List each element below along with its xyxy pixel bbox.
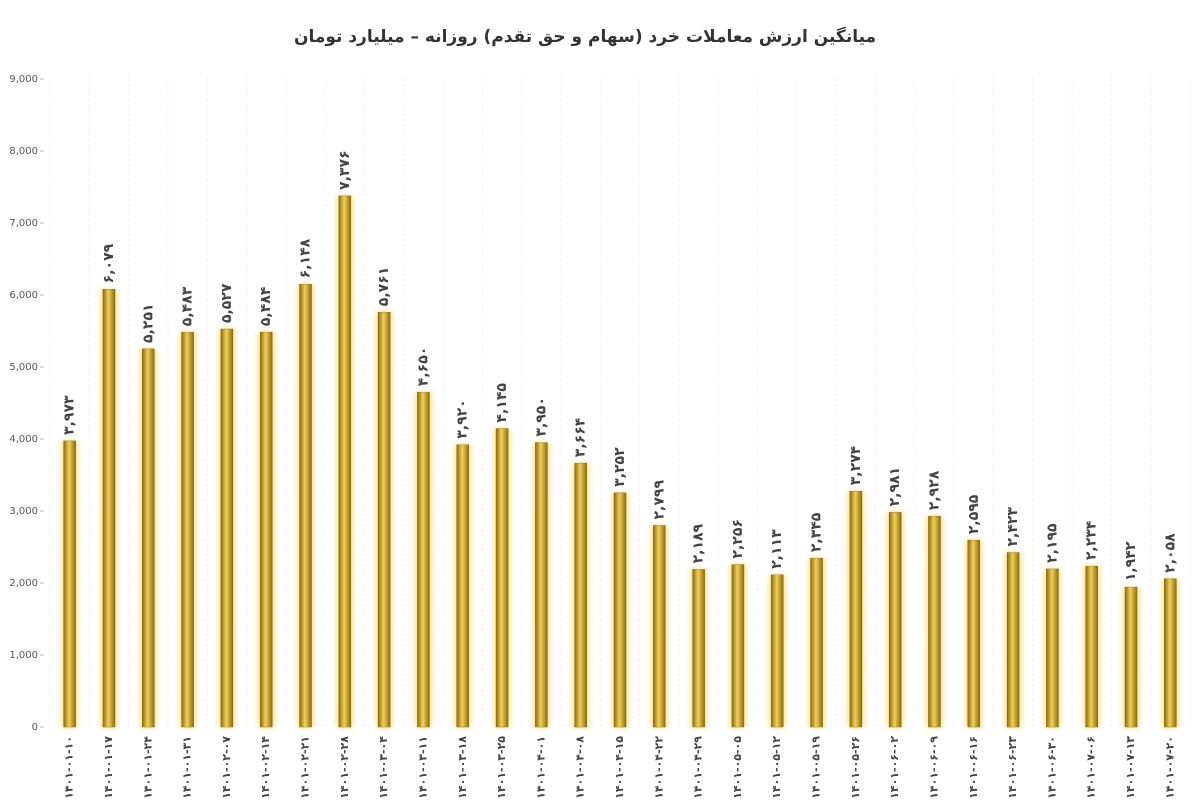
x-tick-label: ۱۴۰۱-۰۲-۰۷ bbox=[220, 736, 233, 799]
value-label: ۵,۴۸۳ bbox=[180, 286, 196, 326]
bar-shine bbox=[1007, 552, 1020, 727]
value-label: ۴,۱۴۵ bbox=[494, 383, 510, 423]
x-tick-label: ۱۴۰۱-۰۲-۱۴ bbox=[259, 736, 272, 799]
x-tick-label: ۱۴۰۱-۰۴-۲۹ bbox=[692, 736, 705, 799]
bar-shine bbox=[692, 569, 705, 727]
x-tick-label: ۱۴۰۱-۰۳-۲۵ bbox=[495, 736, 508, 799]
bar-shine bbox=[63, 440, 76, 727]
value-label: ۳,۲۷۴ bbox=[848, 445, 864, 485]
y-tick-label: 4,000 bbox=[9, 434, 38, 445]
y-tick-label: 3,000 bbox=[9, 506, 38, 517]
bar-shine bbox=[928, 516, 941, 727]
y-tick-label: 5,000 bbox=[9, 362, 38, 373]
bar-shine bbox=[771, 574, 784, 727]
value-label: ۶,۰۷۹ bbox=[101, 243, 117, 283]
y-tick-label: 1,000 bbox=[9, 650, 38, 661]
y-tick-label: 8,000 bbox=[9, 146, 38, 157]
bar-shine bbox=[1125, 587, 1138, 727]
x-tick-label: ۱۴۰۱-۰۵-۱۲ bbox=[770, 736, 783, 799]
x-tick-label: ۱۴۰۱-۰۴-۱۵ bbox=[613, 736, 626, 799]
bar-shine bbox=[574, 463, 587, 727]
x-tick-label: ۱۴۰۱-۰۴-۰۱ bbox=[534, 736, 547, 799]
x-tick-label: ۱۴۰۱-۰۴-۰۸ bbox=[574, 736, 587, 799]
bar-shine bbox=[1046, 568, 1059, 727]
x-tick-label: ۱۴۰۱-۰۱-۲۴ bbox=[141, 736, 154, 799]
x-tick-label: ۱۴۰۱-۰۷-۱۳ bbox=[1124, 736, 1137, 799]
value-label: ۲,۴۲۳ bbox=[1005, 507, 1021, 547]
x-tick-label: ۱۴۰۱-۰۱-۳۱ bbox=[181, 736, 194, 799]
value-label: ۲,۲۵۶ bbox=[730, 519, 746, 559]
x-tick-label: ۱۴۰۱-۰۶-۰۹ bbox=[927, 736, 940, 799]
x-tick-label: ۱۴۰۱-۰۷-۰۶ bbox=[1085, 736, 1098, 799]
bar-shine bbox=[967, 540, 980, 727]
value-label: ۲,۰۵۸ bbox=[1162, 533, 1178, 573]
bar-shine bbox=[614, 492, 626, 727]
value-label: ۲,۷۹۹ bbox=[651, 480, 667, 520]
value-label: ۶,۱۴۸ bbox=[298, 238, 314, 278]
bar-shine bbox=[849, 491, 862, 727]
bar-shine bbox=[338, 195, 351, 728]
value-label: ۲,۱۱۳ bbox=[769, 529, 785, 569]
bar-shine bbox=[102, 289, 115, 727]
bar-shine bbox=[260, 332, 273, 727]
value-label: ۳,۹۵۰ bbox=[533, 397, 549, 437]
value-label: ۳,۹۲۰ bbox=[455, 399, 471, 439]
x-tick-label: ۱۴۰۱-۰۱-۱۷ bbox=[102, 736, 115, 799]
x-tick-label: ۱۴۰۱-۰۶-۱۶ bbox=[967, 736, 980, 799]
x-tick-label: ۱۴۰۱-۰۶-۲۳ bbox=[1006, 736, 1019, 799]
x-tick-label: ۱۴۰۱-۰۵-۲۶ bbox=[849, 736, 862, 799]
value-label: ۲,۹۲۸ bbox=[926, 470, 942, 510]
bar-shine bbox=[299, 284, 312, 727]
value-label: ۲,۱۸۹ bbox=[691, 523, 707, 563]
bar-shine bbox=[181, 332, 194, 727]
bar-shine bbox=[889, 512, 902, 727]
bar-shine bbox=[496, 428, 509, 727]
value-label: ۵,۴۸۴ bbox=[258, 286, 274, 326]
x-tick-label: ۱۴۰۱-۰۵-۱۹ bbox=[810, 736, 823, 799]
bar-shine bbox=[456, 444, 469, 727]
x-tick-label: ۱۴۰۱-۰۶-۰۲ bbox=[888, 736, 901, 799]
bar-shine bbox=[378, 312, 391, 727]
chart-title: میانگین ارزش معاملات خرد (سهام و حق تقدم… bbox=[294, 26, 876, 47]
y-tick-label: 9,000 bbox=[9, 74, 38, 85]
value-label: ۵,۵۲۷ bbox=[219, 283, 235, 323]
x-tick-label: ۱۴۰۱-۰۳-۰۴ bbox=[377, 736, 390, 799]
value-label: ۲,۲۳۴ bbox=[1084, 520, 1100, 560]
y-tick-label: 0 bbox=[32, 722, 38, 733]
value-label: ۷,۳۷۶ bbox=[337, 150, 353, 190]
x-tick-label: ۱۴۰۱-۰۶-۳۰ bbox=[1045, 736, 1058, 799]
value-label: ۳,۹۷۳ bbox=[62, 395, 78, 435]
bar-shine bbox=[731, 564, 744, 727]
bar-shine bbox=[810, 558, 823, 727]
value-label: ۵,۲۵۱ bbox=[140, 303, 156, 343]
x-tick-label: ۱۴۰۱-۰۳-۱۸ bbox=[456, 736, 469, 799]
x-tick-label: ۱۴۰۱-۰۲-۲۱ bbox=[299, 736, 312, 799]
x-tick-label: ۱۴۰۱-۰۵-۰۵ bbox=[731, 736, 744, 799]
value-label: ۲,۱۹۵ bbox=[1044, 523, 1060, 563]
bar-shine bbox=[1164, 578, 1177, 727]
value-label: ۲,۹۸۱ bbox=[887, 467, 903, 507]
x-tick-label: ۱۴۰۱-۰۱-۱۰ bbox=[63, 736, 76, 799]
value-label: ۱,۹۴۲ bbox=[1123, 541, 1139, 581]
value-label: ۲,۵۹۵ bbox=[966, 494, 982, 534]
y-tick-label: 6,000 bbox=[9, 290, 38, 301]
x-tick-label: ۱۴۰۱-۰۴-۲۲ bbox=[652, 736, 665, 799]
value-label: ۳,۲۵۲ bbox=[612, 447, 628, 487]
value-label: ۴,۶۵۰ bbox=[415, 347, 431, 387]
value-label: ۵,۷۶۱ bbox=[376, 267, 392, 307]
x-tick-label: ۱۴۰۱-۰۳-۱۱ bbox=[416, 736, 429, 799]
bar-shine bbox=[142, 348, 155, 727]
x-tick-label: ۱۴۰۱-۰۲-۲۸ bbox=[338, 736, 351, 799]
bar-shine bbox=[535, 442, 548, 727]
value-label: ۲,۳۴۵ bbox=[809, 512, 825, 552]
bar-shine bbox=[220, 329, 233, 727]
y-tick-label: 7,000 bbox=[9, 218, 38, 229]
bar-shine bbox=[1085, 566, 1098, 727]
bar-shine bbox=[653, 525, 666, 727]
bar-shine bbox=[417, 392, 430, 727]
x-tick-label: ۱۴۰۱-۰۷-۲۰ bbox=[1163, 736, 1176, 799]
y-tick-label: 2,000 bbox=[9, 578, 38, 589]
value-label: ۳,۶۶۴ bbox=[573, 417, 589, 457]
